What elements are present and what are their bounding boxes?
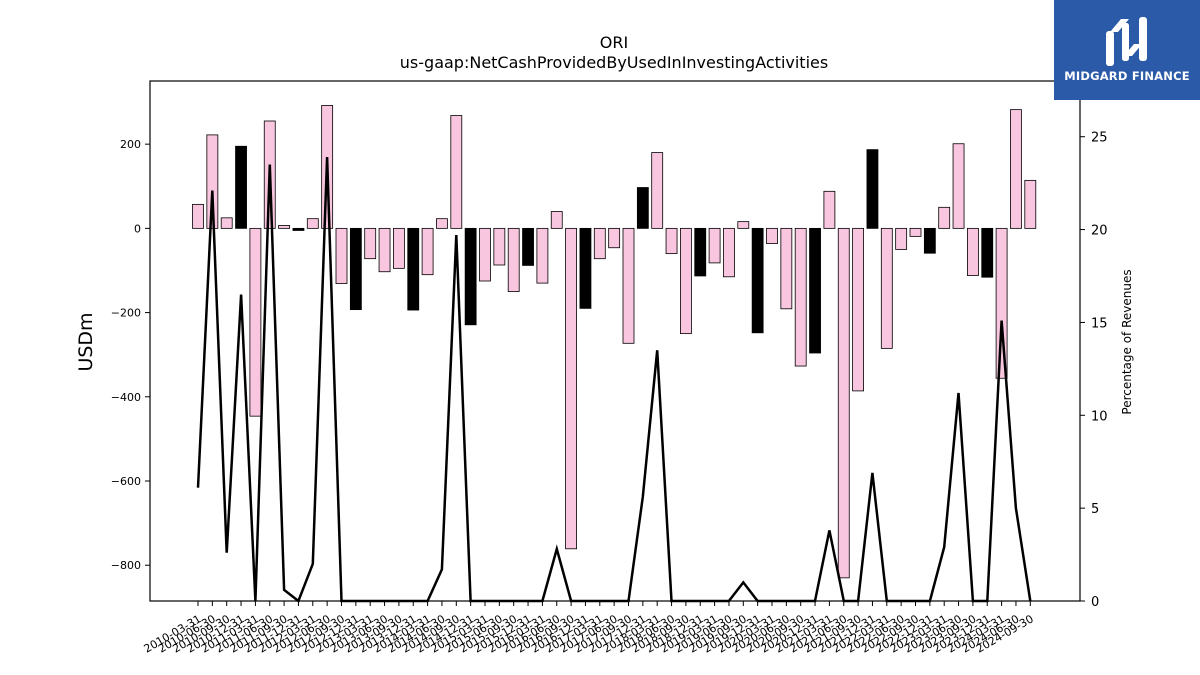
bar (636, 187, 649, 229)
bar (192, 203, 204, 229)
y2-tick-label: 15 (1091, 316, 1108, 331)
bar (952, 143, 965, 229)
bar (392, 227, 405, 269)
bar (349, 227, 362, 311)
y-tick-label: −400 (111, 391, 141, 404)
bar (837, 227, 850, 579)
bar (464, 227, 477, 326)
midgard-logo-icon (1106, 17, 1147, 66)
bar (794, 227, 807, 367)
bar (407, 227, 420, 311)
y2-tick-label: 0 (1091, 595, 1099, 610)
chart-title: ORI (600, 33, 628, 52)
bar (852, 227, 864, 392)
bar (579, 227, 592, 309)
bar (278, 225, 291, 229)
bar (507, 227, 520, 292)
bar (335, 227, 348, 284)
y-tick-label: 0 (134, 222, 141, 235)
bar (608, 227, 621, 249)
brand-name: MIDGARD FINANCE (1064, 69, 1190, 83)
plot-frame (149, 80, 1081, 602)
chart-subtitle: us-gaap:NetCashProvidedByUsedInInvesting… (400, 53, 828, 72)
bar (651, 152, 664, 229)
brand-logo: MIDGARD FINANCE (1054, 0, 1200, 100)
bar (249, 227, 262, 417)
bar (809, 227, 821, 354)
bar (364, 227, 377, 260)
y-axis-label: USDm (75, 312, 97, 371)
bar (938, 206, 951, 229)
bar (220, 217, 233, 229)
bar (866, 149, 879, 229)
bar (436, 218, 448, 229)
bar (981, 227, 994, 278)
bar (1024, 179, 1037, 229)
bar (206, 134, 219, 229)
y2-axis-label: Percentage of Revenues (1120, 269, 1134, 414)
bar (235, 145, 247, 229)
bar (421, 227, 434, 276)
bar (995, 227, 1008, 379)
y-tick-label: −200 (111, 307, 141, 320)
bar (1010, 109, 1022, 229)
bar (880, 227, 893, 349)
bar (823, 190, 836, 229)
bar (550, 211, 563, 229)
bar (593, 227, 606, 260)
bar (622, 227, 635, 344)
bar (923, 227, 936, 254)
y2-tick-label: 20 (1091, 224, 1108, 239)
bar (780, 227, 793, 310)
bar (450, 115, 463, 229)
bar (694, 227, 707, 277)
bar (909, 227, 922, 237)
y2-tick-label: 25 (1091, 131, 1108, 146)
y2-tick-label: 5 (1091, 502, 1099, 517)
bar (522, 227, 534, 266)
bar (737, 221, 750, 229)
bar (493, 227, 506, 266)
bar (565, 227, 577, 550)
bar (378, 227, 391, 273)
bar (766, 227, 778, 244)
bar (751, 227, 764, 334)
y-tick-label: −600 (111, 475, 141, 488)
bar (665, 227, 678, 255)
bar-group (192, 105, 1037, 579)
y-tick-label: −800 (111, 559, 141, 572)
y-tick-label: 200 (120, 138, 141, 151)
bar (895, 227, 908, 250)
bar (723, 227, 735, 278)
bar (479, 227, 491, 282)
bar (680, 227, 692, 335)
axes-group: −800−600−400−200020005101520252010-03-31… (111, 80, 1108, 656)
bar (306, 218, 319, 229)
y2-tick-label: 10 (1091, 409, 1108, 424)
bar (536, 227, 549, 284)
bar (292, 227, 305, 231)
bar (708, 227, 721, 264)
bar (967, 227, 979, 276)
